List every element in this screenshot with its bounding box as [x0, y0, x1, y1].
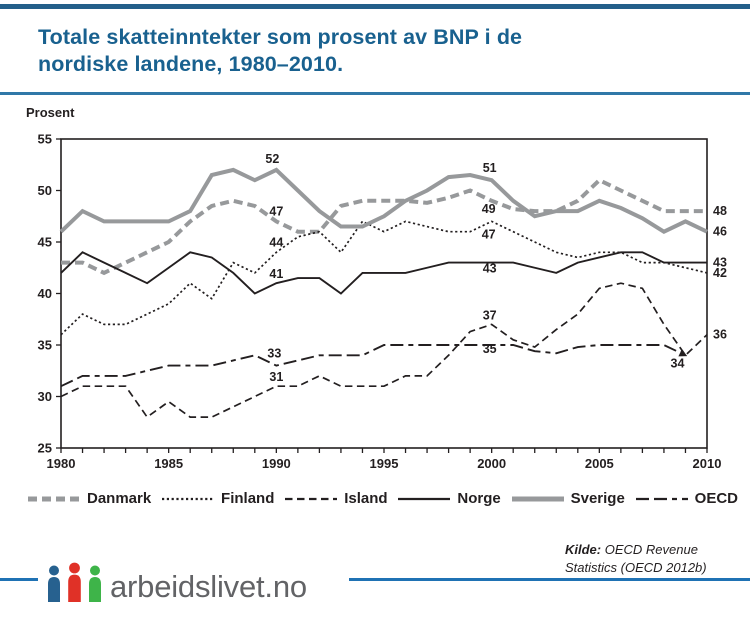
y-axis-tick-label: 30 [38, 389, 52, 404]
y-axis-tick-label: 40 [38, 286, 52, 301]
series-oecd [60, 344, 688, 388]
source-line2: Statistics (OECD 2012b) [565, 560, 707, 575]
y-axis-title: Prosent [26, 105, 75, 120]
source-line1: Kilde: OECD Revenue [565, 541, 707, 559]
y-axis-tick-label: 25 [38, 441, 52, 456]
data-label-norge-2000: 43 [483, 262, 497, 276]
x-axis-tick-label: 2005 [585, 456, 614, 471]
series-sverige [59, 167, 708, 234]
data-label-sverige-2000: 51 [483, 161, 497, 175]
footer-rule-left [0, 578, 38, 581]
source-note: Kilde: OECD Revenue Statistics (OECD 201… [565, 541, 707, 577]
x-axis-tick-label: 1980 [47, 456, 76, 471]
legend-label-sverige: Sverige [570, 490, 625, 507]
site-wordmark: arbeidslivet.no [110, 569, 307, 604]
data-label-oecd-1990: 33 [267, 347, 281, 361]
data-label-norge-2010: 43 [713, 256, 727, 270]
data-label-island-1990: 31 [269, 370, 283, 384]
footer-rule-right [349, 578, 750, 581]
page-title: Totale skatteinntekter som prosent av BN… [38, 24, 522, 78]
title-divider-rule [0, 92, 750, 95]
data-label-oecd-2009: 34 [671, 356, 685, 370]
series-danmark [61, 177, 707, 276]
legend-label-danmark: Danmark [87, 490, 152, 507]
page-title-line1: Totale skatteinntekter som prosent av BN… [38, 25, 523, 49]
logo-person-red-icon [68, 562, 81, 602]
legend-label-finland: Finland [221, 490, 275, 507]
data-label-sverige-2010: 46 [713, 225, 727, 239]
y-axis-tick-label: 45 [38, 235, 52, 250]
data-label-sverige-1990: 52 [265, 152, 279, 166]
legend-item-oecd: OECD [635, 490, 738, 507]
danmark-line-swatch-icon [28, 496, 80, 501]
legend-label-norge: Norge [457, 490, 501, 507]
data-label-finland-1990: 44 [269, 235, 283, 249]
plot-layer: 25 30 35 40 45 50 55 1980 1985 1990 1995 2000 2005 20… [38, 132, 727, 472]
data-label-finland-2010: 42 [713, 266, 727, 280]
page-title-line2: nordiske landene, 1980–2010. [38, 52, 344, 76]
x-axis-tick-label: 1995 [370, 456, 399, 471]
data-label-finland-2000: 47 [482, 227, 496, 241]
finland-line-swatch-icon [162, 497, 215, 500]
data-label-island-2000: 37 [483, 308, 497, 322]
y-axis-tick-label: 55 [38, 132, 52, 147]
x-axis-tick-label: 1985 [154, 456, 183, 471]
island-line-swatch-icon [285, 497, 338, 500]
y-axis-tick-label: 50 [38, 183, 52, 198]
legend-item-island: Island [285, 490, 388, 507]
y-axis-tick-label: 35 [38, 338, 52, 353]
logo-person-green-icon [89, 565, 101, 602]
data-label-norge-1990: 41 [269, 267, 283, 281]
top-border-bar [0, 4, 750, 9]
x-axis-tick-label: 2000 [477, 456, 506, 471]
data-label-danmark-2010: 48 [713, 204, 727, 218]
logo-person-blue-icon [48, 565, 60, 602]
series-norge [60, 251, 707, 295]
legend-label-island: Island [344, 490, 388, 507]
series-island [60, 282, 708, 419]
data-label-danmark-1990: 47 [269, 204, 283, 218]
source-text1: OECD Revenue [601, 542, 698, 557]
legend-label-oecd: OECD [694, 490, 738, 507]
norge-line-swatch-icon [398, 497, 451, 500]
source-label: Kilde: [565, 542, 602, 557]
legend-item-norge: Norge [398, 490, 501, 507]
x-axis-tick-label: 2010 [693, 456, 722, 471]
chart-legend: Danmark Finland Island Norge Sverige OEC… [28, 490, 738, 507]
legend-item-danmark: Danmark [28, 490, 151, 507]
sverige-line-swatch-icon [511, 496, 564, 501]
data-label-oecd-2000: 35 [483, 342, 497, 356]
legend-item-sverige: Sverige [511, 490, 625, 507]
x-axis-tick-label: 1990 [262, 456, 291, 471]
data-label-danmark-2000: 49 [482, 202, 496, 216]
legend-item-finland: Finland [162, 490, 274, 507]
series-finland [60, 220, 708, 336]
data-label-island-2010: 36 [713, 328, 727, 342]
oecd-line-swatch-icon [635, 497, 688, 500]
arbeidslivet-logo-icon [48, 562, 101, 602]
